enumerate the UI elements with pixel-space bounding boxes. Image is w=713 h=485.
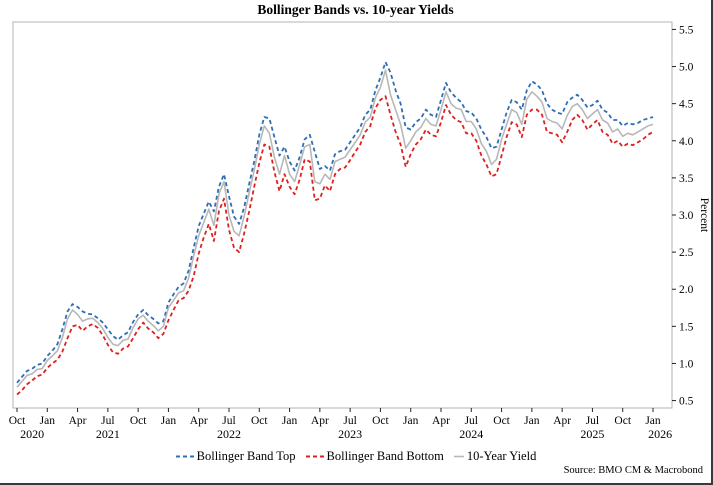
chart-legend: Bollinger Band Top Bollinger Band Bottom… xyxy=(0,449,711,464)
chart-title: Bollinger Bands vs. 10-year Yields xyxy=(257,2,454,17)
x-tick-label: Jul xyxy=(222,415,235,427)
x-year-label: 2022 xyxy=(217,427,241,441)
y-tick-label: 3.5 xyxy=(679,173,694,185)
x-tick-label: Jan xyxy=(40,415,56,427)
y-tick-label: 1.0 xyxy=(679,358,694,370)
x-tick-label: Oct xyxy=(372,415,389,427)
legend-item-10-year-yield: 10-Year Yield xyxy=(453,449,536,464)
legend-item-bollinger-band-bottom: Bollinger Band Bottom xyxy=(305,449,444,464)
x-tick-label: Jul xyxy=(101,415,114,427)
legend-label: Bollinger Band Top xyxy=(196,449,296,463)
x-tick-label: Oct xyxy=(130,415,147,427)
y-tick-label: 2.0 xyxy=(679,284,694,296)
x-year-label: 2024 xyxy=(459,427,483,441)
x-tick-label: Apr xyxy=(432,415,450,427)
y-tick-label: 5.5 xyxy=(679,24,694,36)
legend-item-bollinger-band-top: Bollinger Band Top xyxy=(175,449,296,464)
x-year-label: 2023 xyxy=(338,427,362,441)
dashed-line-icon xyxy=(305,455,324,458)
x-year-label: 2025 xyxy=(580,427,604,441)
x-tick-label: Apr xyxy=(553,415,571,427)
x-tick-label: Jan xyxy=(524,415,540,427)
x-tick-label: Jan xyxy=(645,415,661,427)
series-line-10-year-yield xyxy=(16,69,654,388)
x-tick-label: Oct xyxy=(614,415,631,427)
y-tick-label: 3.0 xyxy=(679,210,694,222)
y-tick-label: 2.5 xyxy=(679,247,694,259)
legend-label: 10-Year Yield xyxy=(466,449,537,463)
x-tick-label: Apr xyxy=(311,415,329,427)
x-year-label: 2021 xyxy=(96,427,120,441)
series-line-bollinger-band-top xyxy=(16,61,654,384)
y-axis-title: Percent xyxy=(698,198,710,233)
x-tick-label: Jul xyxy=(343,415,356,427)
y-tick-label: 5.0 xyxy=(679,62,694,74)
x-year-label: 2020 xyxy=(20,427,44,441)
y-tick-label: 0.5 xyxy=(679,396,694,408)
x-tick-label: Jan xyxy=(282,415,298,427)
x-tick-label: Jul xyxy=(465,415,478,427)
series-lines xyxy=(16,61,654,396)
x-tick-label: Apr xyxy=(69,415,87,427)
x-tick-label: Apr xyxy=(190,415,208,427)
x-tick-label: Oct xyxy=(9,415,26,427)
source-credit: Source: BMO CM & Macrobond xyxy=(563,465,703,476)
solid-line-icon xyxy=(453,455,464,458)
y-tick-label: 4.5 xyxy=(679,99,694,111)
legend-label: Bollinger Band Bottom xyxy=(326,449,444,463)
x-tick-label: Jan xyxy=(161,415,177,427)
y-tick-label: 1.5 xyxy=(679,321,694,333)
x-tick-label: Jul xyxy=(586,415,599,427)
series-line-bollinger-band-bottom xyxy=(16,95,654,396)
x-tick-label: Oct xyxy=(251,415,268,427)
axis-ticks: 0.5 1.0 1.5 2.0 2.5 3.0 3.5 4.0 4.5 5.0 5.5 Oct Jan A… xyxy=(9,24,694,441)
x-tick-label: Oct xyxy=(493,415,510,427)
y-tick-label: 4.0 xyxy=(679,136,694,148)
x-year-label: 2026 xyxy=(648,427,672,441)
dashed-line-icon xyxy=(175,455,194,458)
x-tick-label: Jan xyxy=(403,415,419,427)
